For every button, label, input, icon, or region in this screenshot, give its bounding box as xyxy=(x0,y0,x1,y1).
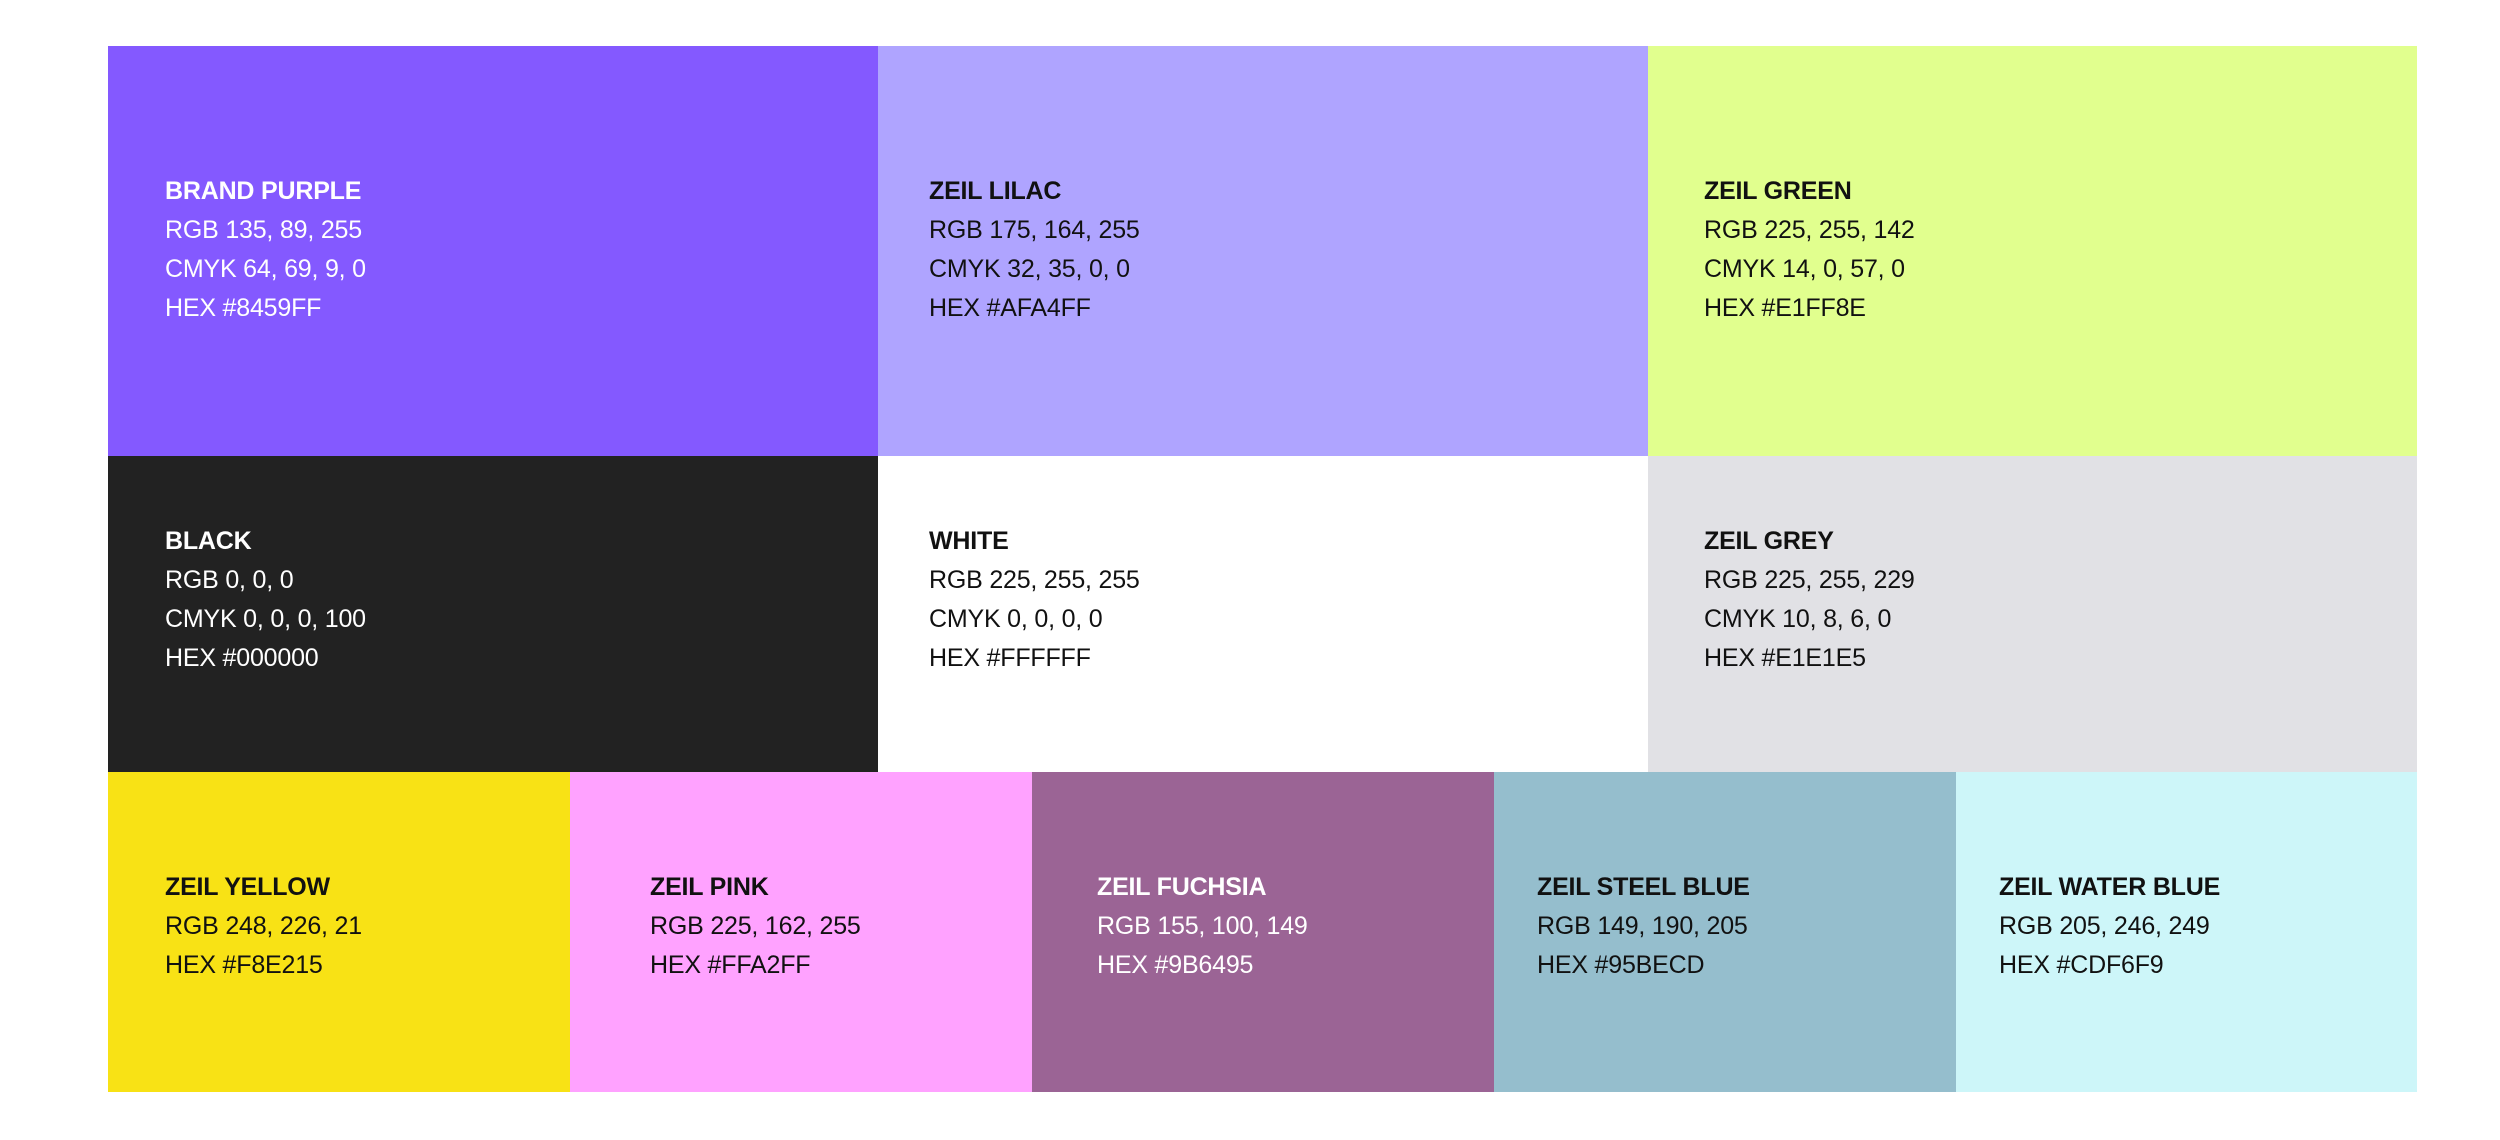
swatch-zeil-yellow: ZEIL YELLOW RGB 248, 226, 21 HEX #F8E215 xyxy=(108,772,570,1092)
swatch-info: ZEIL PINK RGB 225, 162, 255 HEX #FFA2FF xyxy=(650,868,861,985)
swatch-rgb: RGB 225, 255, 229 xyxy=(1704,566,1915,594)
swatch-name: ZEIL GREEN xyxy=(1704,177,1852,205)
swatch-hex: HEX #F8E215 xyxy=(165,951,323,979)
palette-row-primary: BRAND PURPLE RGB 135, 89, 255 CMYK 64, 6… xyxy=(108,46,2417,456)
swatch-info: ZEIL STEEL BLUE RGB 149, 190, 205 HEX #9… xyxy=(1537,868,1750,985)
swatch-rgb: RGB 205, 246, 249 xyxy=(1999,912,2210,940)
swatch-name: ZEIL FUCHSIA xyxy=(1097,873,1267,901)
color-palette: BRAND PURPLE RGB 135, 89, 255 CMYK 64, 6… xyxy=(108,46,2417,1092)
swatch-name: ZEIL GREY xyxy=(1704,527,1834,555)
swatch-name: BRAND PURPLE xyxy=(165,177,362,205)
swatch-name: ZEIL YELLOW xyxy=(165,873,330,901)
swatch-zeil-lilac: ZEIL LILAC RGB 175, 164, 255 CMYK 32, 35… xyxy=(878,46,1648,456)
swatch-hex: HEX #8459FF xyxy=(165,294,322,322)
swatch-name: ZEIL PINK xyxy=(650,873,769,901)
swatch-rgb: RGB 0, 0, 0 xyxy=(165,566,294,594)
palette-row-accents: ZEIL YELLOW RGB 248, 226, 21 HEX #F8E215… xyxy=(108,772,2417,1092)
swatch-name: WHITE xyxy=(929,527,1009,555)
swatch-white: WHITE RGB 225, 255, 255 CMYK 0, 0, 0, 0 … xyxy=(878,456,1648,772)
swatch-zeil-water-blue: ZEIL WATER BLUE RGB 205, 246, 249 HEX #C… xyxy=(1956,772,2417,1092)
swatch-cmyk: CMYK 0, 0, 0, 100 xyxy=(165,605,366,633)
swatch-hex: HEX #CDF6F9 xyxy=(1999,951,2164,979)
swatch-info: BLACK RGB 0, 0, 0 CMYK 0, 0, 0, 100 HEX … xyxy=(165,522,366,678)
swatch-info: ZEIL GREY RGB 225, 255, 229 CMYK 10, 8, … xyxy=(1704,522,1915,678)
swatch-cmyk: CMYK 64, 69, 9, 0 xyxy=(165,255,366,283)
swatch-rgb: RGB 248, 226, 21 xyxy=(165,912,362,940)
swatch-cmyk: CMYK 14, 0, 57, 0 xyxy=(1704,255,1905,283)
swatch-zeil-green: ZEIL GREEN RGB 225, 255, 142 CMYK 14, 0,… xyxy=(1648,46,2417,456)
swatch-hex: HEX #000000 xyxy=(165,644,319,672)
swatch-name: ZEIL WATER BLUE xyxy=(1999,873,2221,901)
swatch-black: BLACK RGB 0, 0, 0 CMYK 0, 0, 0, 100 HEX … xyxy=(108,456,878,772)
swatch-name: ZEIL LILAC xyxy=(929,177,1062,205)
swatch-cmyk: CMYK 32, 35, 0, 0 xyxy=(929,255,1130,283)
swatch-hex: HEX #95BECD xyxy=(1537,951,1705,979)
swatch-info: ZEIL YELLOW RGB 248, 226, 21 HEX #F8E215 xyxy=(165,868,362,985)
swatch-info: ZEIL GREEN RGB 225, 255, 142 CMYK 14, 0,… xyxy=(1704,172,1915,328)
swatch-rgb: RGB 225, 162, 255 xyxy=(650,912,861,940)
swatch-info: ZEIL FUCHSIA RGB 155, 100, 149 HEX #9B64… xyxy=(1097,868,1308,985)
swatch-info: BRAND PURPLE RGB 135, 89, 255 CMYK 64, 6… xyxy=(165,172,366,328)
swatch-info: ZEIL LILAC RGB 175, 164, 255 CMYK 32, 35… xyxy=(929,172,1140,328)
swatch-name: BLACK xyxy=(165,527,252,555)
swatch-info: WHITE RGB 225, 255, 255 CMYK 0, 0, 0, 0 … xyxy=(929,522,1140,678)
swatch-zeil-steel-blue: ZEIL STEEL BLUE RGB 149, 190, 205 HEX #9… xyxy=(1494,772,1956,1092)
swatch-hex: HEX #E1FF8E xyxy=(1704,294,1866,322)
swatch-name: ZEIL STEEL BLUE xyxy=(1537,873,1750,901)
swatch-zeil-fuchsia: ZEIL FUCHSIA RGB 155, 100, 149 HEX #9B64… xyxy=(1032,772,1494,1092)
swatch-rgb: RGB 175, 164, 255 xyxy=(929,216,1140,244)
swatch-rgb: RGB 155, 100, 149 xyxy=(1097,912,1308,940)
swatch-rgb: RGB 149, 190, 205 xyxy=(1537,912,1748,940)
swatch-hex: HEX #E1E1E5 xyxy=(1704,644,1866,672)
swatch-hex: HEX #FFA2FF xyxy=(650,951,811,979)
swatch-cmyk: CMYK 10, 8, 6, 0 xyxy=(1704,605,1892,633)
swatch-zeil-pink: ZEIL PINK RGB 225, 162, 255 HEX #FFA2FF xyxy=(570,772,1032,1092)
swatch-hex: HEX #AFA4FF xyxy=(929,294,1091,322)
swatch-hex: HEX #9B6495 xyxy=(1097,951,1254,979)
swatch-rgb: RGB 135, 89, 255 xyxy=(165,216,362,244)
swatch-brand-purple: BRAND PURPLE RGB 135, 89, 255 CMYK 64, 6… xyxy=(108,46,878,456)
swatch-rgb: RGB 225, 255, 255 xyxy=(929,566,1140,594)
palette-row-neutrals: BLACK RGB 0, 0, 0 CMYK 0, 0, 0, 100 HEX … xyxy=(108,456,2417,772)
swatch-cmyk: CMYK 0, 0, 0, 0 xyxy=(929,605,1103,633)
swatch-rgb: RGB 225, 255, 142 xyxy=(1704,216,1915,244)
swatch-zeil-grey: ZEIL GREY RGB 225, 255, 229 CMYK 10, 8, … xyxy=(1648,456,2417,772)
swatch-hex: HEX #FFFFFF xyxy=(929,644,1091,672)
swatch-info: ZEIL WATER BLUE RGB 205, 246, 249 HEX #C… xyxy=(1999,868,2220,985)
